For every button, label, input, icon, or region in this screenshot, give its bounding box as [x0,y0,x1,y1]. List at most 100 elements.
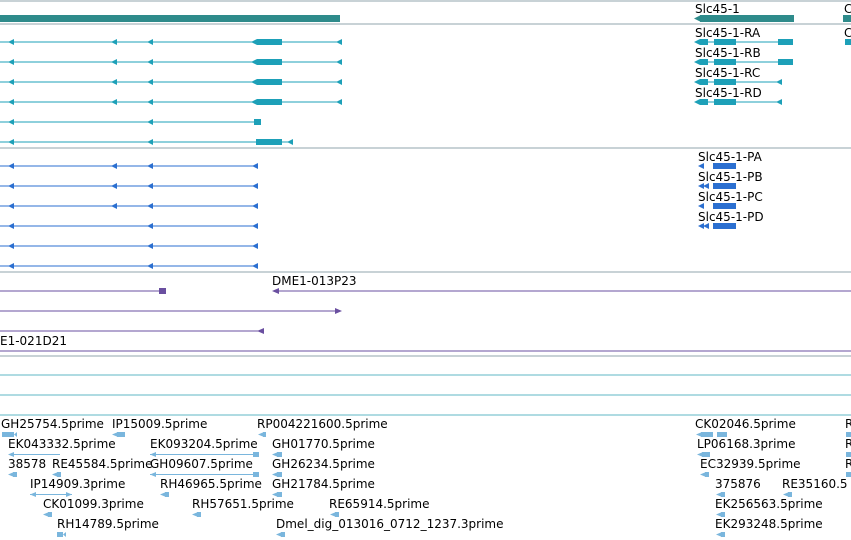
gene-bar-left[interactable] [0,15,340,22]
transcript-model[interactable] [0,119,261,125]
transcript-model[interactable] [694,59,793,65]
est-alignment[interactable] [57,532,66,537]
est-alignment[interactable] [258,432,266,437]
strand-arrow [147,243,153,249]
transcript-label[interactable]: Slc45-1-RD [695,86,762,100]
est-label[interactable]: Dmel_dig_013016_0712_1237.3prime [276,517,504,531]
est-alignment[interactable] [52,472,61,477]
est-label[interactable]: EK043332.5prime [8,437,116,451]
est-alignment[interactable] [276,532,285,537]
protein-model[interactable] [698,223,736,229]
est-label[interactable]: GH01770.5prime [272,437,375,451]
est-alignment[interactable] [716,512,725,517]
transcript-model[interactable] [694,99,782,105]
est-label[interactable]: IP14909.3prime [30,477,125,491]
est-alignment[interactable] [700,472,709,477]
transcript-model[interactable] [0,79,342,85]
protein-model[interactable] [698,183,736,189]
est-alignment[interactable] [8,472,17,477]
est-alignment[interactable] [272,452,282,457]
gene-label[interactable]: Slc45-1 [695,2,740,16]
transcript-label[interactable]: Slc45-1-RB [695,46,761,60]
est-label[interactable]: RH14789.5prime [57,517,159,531]
est-label[interactable]: CK01099.3prime [43,497,144,511]
protein-model[interactable] [0,163,258,169]
est-label[interactable]: GH26234.5prime [272,457,375,471]
est-alignment[interactable] [846,452,851,457]
est-label[interactable]: RE45584.5prime [52,457,153,471]
est-label[interactable]: CK02046.5prime [695,417,796,431]
protein-label[interactable]: Slc45-1-PB [698,170,763,184]
est-alignment[interactable] [150,452,259,457]
est-label[interactable]: GH09607.5prime [150,457,253,471]
est-label[interactable]: RP004221600.5prime [257,417,388,431]
est-label[interactable]: R [845,457,851,471]
est-alignment[interactable] [43,512,52,517]
clone-alignment[interactable] [272,288,851,294]
protein-model[interactable] [698,163,736,169]
transcript-model[interactable] [0,39,342,45]
est-alignment[interactable] [846,432,851,437]
est-label[interactable]: GH25754.5prime [1,417,104,431]
est-alignment[interactable] [330,512,339,517]
est-alignment[interactable] [783,492,792,497]
transcript-model[interactable] [0,139,293,145]
protein-model[interactable] [0,223,258,229]
transcript-model[interactable] [694,79,782,85]
est-label[interactable]: 375876 [715,477,761,491]
clone-label[interactable]: E1-021D21 [0,334,67,348]
transcript-model[interactable] [0,99,342,105]
est-alignment[interactable] [696,432,727,437]
clone-alignment[interactable] [0,308,342,314]
transcript-partial[interactable] [845,39,851,45]
est-alignment[interactable] [160,492,169,497]
est-label[interactable]: IP15009.5prime [112,417,207,431]
est-alignment[interactable] [150,472,259,477]
est-label[interactable]: EC32939.5prime [700,457,801,471]
est-label[interactable]: LP06168.3prime [697,437,796,451]
protein-model[interactable] [0,183,258,189]
transcript-model[interactable] [0,59,342,65]
gene-bar-slc45-1[interactable] [700,15,794,22]
transcript-label[interactable]: Slc45-1-RC [695,66,760,80]
strand-arrow [251,99,257,105]
est-label[interactable]: EK093204.5prime [150,437,258,451]
est-alignment[interactable] [846,472,851,477]
est-label[interactable]: RE65914.5prime [329,497,430,511]
est-alignment[interactable] [272,472,282,477]
est-alignment[interactable] [716,532,725,537]
est-label[interactable]: RH46965.5prime [160,477,262,491]
est-alignment[interactable] [8,452,60,457]
est-alignment[interactable] [30,492,72,497]
est-alignment[interactable] [2,432,17,437]
transcript-label-partial[interactable]: C [844,26,851,40]
est-alignment[interactable] [192,512,201,517]
protein-label[interactable]: Slc45-1-PC [698,190,763,204]
transcript-label[interactable]: Slc45-1-RA [695,26,761,40]
est-label[interactable]: RH57651.5prime [192,497,294,511]
protein-label[interactable]: Slc45-1-PD [698,210,764,224]
protein-label[interactable]: Slc45-1-PA [698,150,763,164]
gene-label-partial[interactable]: C [844,2,851,16]
est-label[interactable]: R [845,437,851,451]
est-label[interactable]: GH21784.5prime [272,477,375,491]
clone-alignment[interactable] [0,328,264,334]
clone-label[interactable]: DME1-013P23 [272,274,357,288]
est-label[interactable]: 38578 [8,457,46,471]
protein-model[interactable] [0,203,258,209]
est-alignment[interactable] [697,452,710,457]
protein-model[interactable] [698,203,736,209]
protein-model[interactable] [0,263,258,269]
est-alignment[interactable] [716,492,725,497]
est-label[interactable]: EK256563.5prime [715,497,823,511]
clone-alignment[interactable] [0,288,166,294]
est-label[interactable]: R [845,417,851,431]
gene-bar-right-partial[interactable] [843,15,851,22]
est-label[interactable]: EK293248.5prime [715,517,823,531]
protein-model[interactable] [0,243,258,249]
transcript-model[interactable] [694,39,793,45]
strand-arrow [8,263,14,269]
est-label[interactable]: RE35160.5 [782,477,848,491]
est-alignment[interactable] [272,492,282,497]
est-alignment[interactable] [112,432,125,437]
